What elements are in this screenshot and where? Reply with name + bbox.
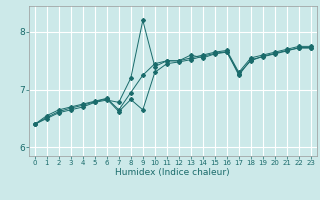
X-axis label: Humidex (Indice chaleur): Humidex (Indice chaleur) <box>116 168 230 177</box>
